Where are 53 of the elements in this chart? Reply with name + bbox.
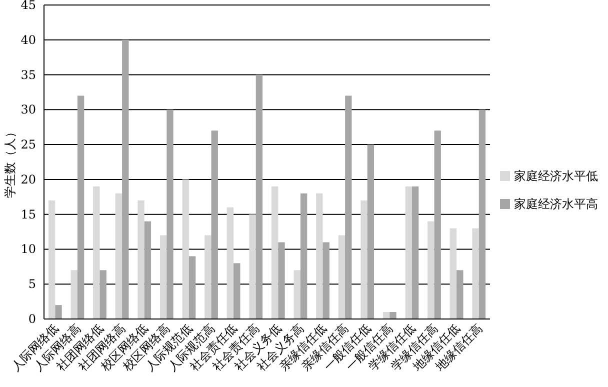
- bar: [412, 186, 419, 319]
- y-tick-label: 15: [20, 207, 36, 222]
- bar: [405, 186, 412, 319]
- bar: [204, 235, 212, 319]
- bar: [360, 200, 368, 319]
- bar: [456, 270, 464, 319]
- bar: [316, 193, 323, 319]
- bar: [55, 305, 62, 319]
- bar: [234, 263, 240, 319]
- y-tick-label: 10: [20, 242, 36, 256]
- y-tick-label: 25: [20, 138, 36, 152]
- bar: [160, 235, 167, 319]
- bar: [428, 221, 434, 319]
- bar: [382, 312, 390, 319]
- bar: [472, 228, 479, 319]
- bar: [144, 221, 152, 319]
- legend-label: 家庭经济水平低: [514, 169, 598, 183]
- bar: [300, 193, 308, 319]
- bar: [249, 214, 256, 319]
- y-tick-label: 35: [20, 68, 36, 82]
- bar: [48, 200, 56, 319]
- bar: [93, 186, 100, 319]
- bar: [226, 207, 234, 319]
- y-axis-title: 学生数（人）: [3, 126, 17, 198]
- bar: [188, 256, 196, 319]
- bar: [211, 130, 218, 319]
- y-tick-label: 5: [28, 277, 36, 292]
- y-tick-label: 45: [20, 0, 36, 12]
- bar: [367, 144, 374, 319]
- bar: [77, 96, 84, 319]
- bar: [322, 242, 330, 319]
- bar: [390, 312, 396, 319]
- bar: [166, 110, 174, 319]
- legend-label: 家庭经济水平高: [514, 197, 598, 211]
- bar: [122, 40, 129, 319]
- bar: [450, 228, 457, 319]
- bar: [100, 270, 106, 319]
- bar: [182, 179, 189, 319]
- bar: [271, 186, 278, 319]
- y-tick-label: 30: [20, 102, 36, 117]
- bar: [338, 235, 346, 319]
- bar: [115, 193, 122, 319]
- bar: [434, 130, 441, 319]
- bar: [70, 270, 78, 319]
- y-tick-label: 40: [20, 32, 36, 47]
- y-tick-label: 0: [28, 312, 36, 326]
- bar: [294, 270, 300, 319]
- bar: [278, 242, 285, 319]
- y-tick-label: 20: [20, 172, 36, 186]
- bar: [478, 110, 486, 319]
- bar: [256, 74, 263, 319]
- bar: [138, 200, 144, 319]
- bar: [345, 96, 352, 319]
